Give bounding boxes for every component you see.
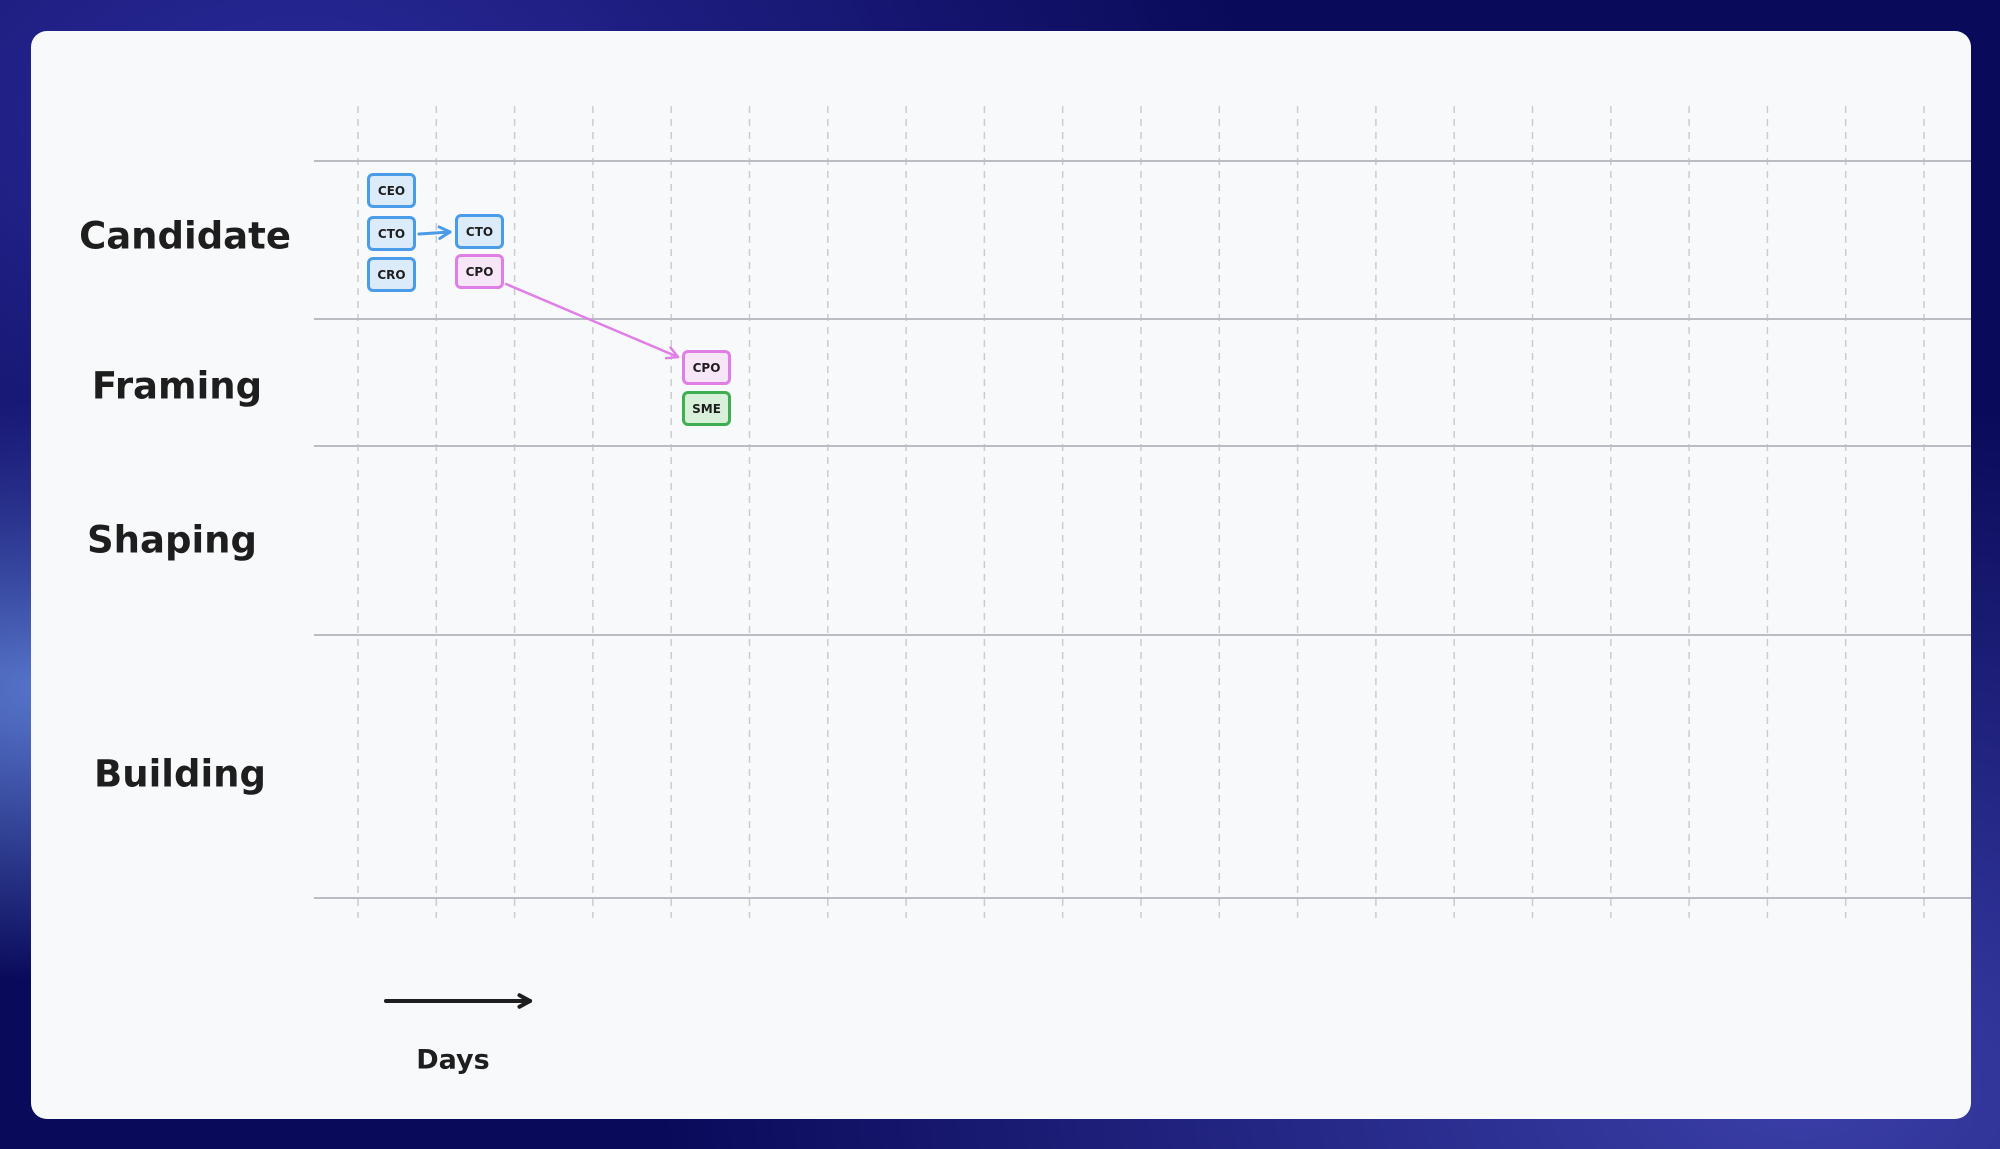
box-sme[interactable]: SME <box>682 391 731 426</box>
box-ceo[interactable]: CEO <box>367 173 416 208</box>
days-arrow-head <box>517 999 532 1009</box>
box-cto[interactable]: CTO <box>367 216 416 251</box>
arrow-cto-head <box>437 225 452 234</box>
box-cpo[interactable]: CPO <box>455 254 504 289</box>
lane-label-framing: Framing <box>91 364 263 408</box>
grid <box>314 106 1971 1009</box>
box-cro[interactable]: CRO <box>367 257 416 292</box>
arrow-cpo-head <box>664 355 680 360</box>
arrow-cto-head <box>438 230 452 240</box>
arrow-cpo-head <box>669 346 680 359</box>
lane-label-building: Building <box>94 752 266 796</box>
lane-label-candidate: Candidate <box>79 214 291 258</box>
box-cpo-framing[interactable]: CPO <box>682 350 731 385</box>
arrow-cpo <box>504 282 680 359</box>
arrow-cto <box>417 230 452 236</box>
box-cto-2[interactable]: CTO <box>455 214 504 249</box>
canvas <box>31 31 1971 1119</box>
lane-label-shaping: Shaping <box>87 518 257 562</box>
days-label: Days <box>416 1044 490 1076</box>
